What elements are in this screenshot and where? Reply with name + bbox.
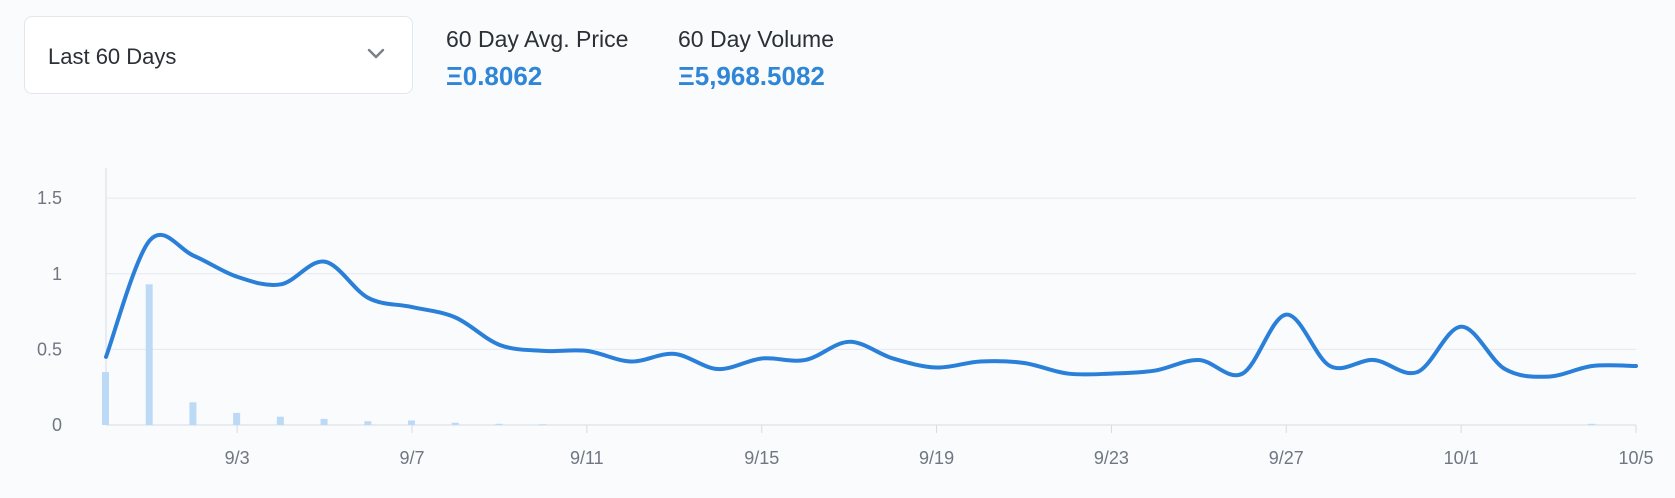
volume-bar: [451, 422, 459, 425]
avg-price-stat: 60 Day Avg. Price Ξ0.8062: [446, 26, 628, 92]
volume-bar: [364, 421, 372, 425]
volume-bar: [102, 372, 109, 425]
volume-bar: [1588, 423, 1596, 425]
volume-bar: [408, 420, 415, 425]
price-line: [104, 232, 1638, 379]
volume-bar: [233, 412, 241, 425]
x-tick-label: 9/11: [570, 448, 604, 468]
x-tick-label: 10/1: [1444, 448, 1479, 468]
volume-label: 60 Day Volume: [678, 26, 834, 52]
avg-price-label: 60 Day Avg. Price: [446, 26, 629, 52]
volume-bar: [539, 424, 547, 426]
y-tick-label: 0.5: [37, 339, 62, 359]
x-tick-label: 9/15: [744, 448, 779, 468]
x-tick-label: 9/7: [399, 448, 424, 468]
x-tick-label: 9/27: [1269, 448, 1304, 468]
avg-price-value: Ξ0.8062: [446, 61, 543, 91]
y-tick-label: 0: [52, 415, 62, 435]
period-select[interactable]: Last 60 Days: [24, 16, 413, 94]
x-tick-label: 10/5: [1618, 448, 1653, 468]
period-select-label: Last 60 Days: [48, 44, 177, 69]
volume-bar: [189, 402, 197, 425]
volume-value: Ξ5,968.5082: [678, 61, 825, 91]
y-tick-label: 1: [52, 264, 62, 284]
volume-bar: [320, 418, 328, 425]
volume-bar: [276, 416, 284, 425]
x-tick-label: 9/23: [1094, 448, 1129, 468]
x-tick-label: 9/19: [919, 448, 954, 468]
volume-bar: [495, 423, 503, 425]
y-tick-label: 1.5: [37, 188, 62, 208]
chevron-down-icon: [367, 48, 385, 59]
volume-stat: 60 Day Volume Ξ5,968.5082: [678, 26, 834, 92]
x-tick-label: 9/3: [225, 448, 250, 468]
volume-bar: [145, 284, 153, 425]
